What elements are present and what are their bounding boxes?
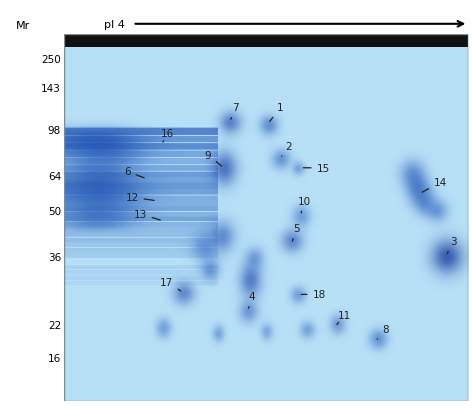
- Text: 13: 13: [133, 209, 160, 220]
- Text: 12: 12: [125, 193, 154, 202]
- Text: 17: 17: [160, 277, 181, 291]
- Text: 5: 5: [292, 224, 300, 242]
- Text: 18: 18: [301, 290, 326, 300]
- Text: 15: 15: [303, 163, 330, 173]
- Text: 1: 1: [270, 103, 283, 122]
- Text: Mr: Mr: [16, 21, 31, 31]
- Text: 14: 14: [422, 178, 447, 193]
- Bar: [64, 35, 468, 47]
- Text: 2: 2: [282, 142, 292, 157]
- Text: 8: 8: [377, 324, 389, 339]
- Text: 16: 16: [160, 128, 174, 143]
- Text: 10: 10: [298, 196, 311, 213]
- Text: 11: 11: [337, 310, 351, 325]
- Text: 6: 6: [124, 167, 144, 178]
- Text: 3: 3: [447, 236, 457, 254]
- Text: pI 4: pI 4: [104, 20, 124, 30]
- Text: 4: 4: [249, 292, 255, 308]
- Text: 7: 7: [231, 103, 239, 120]
- Text: 9: 9: [205, 151, 221, 166]
